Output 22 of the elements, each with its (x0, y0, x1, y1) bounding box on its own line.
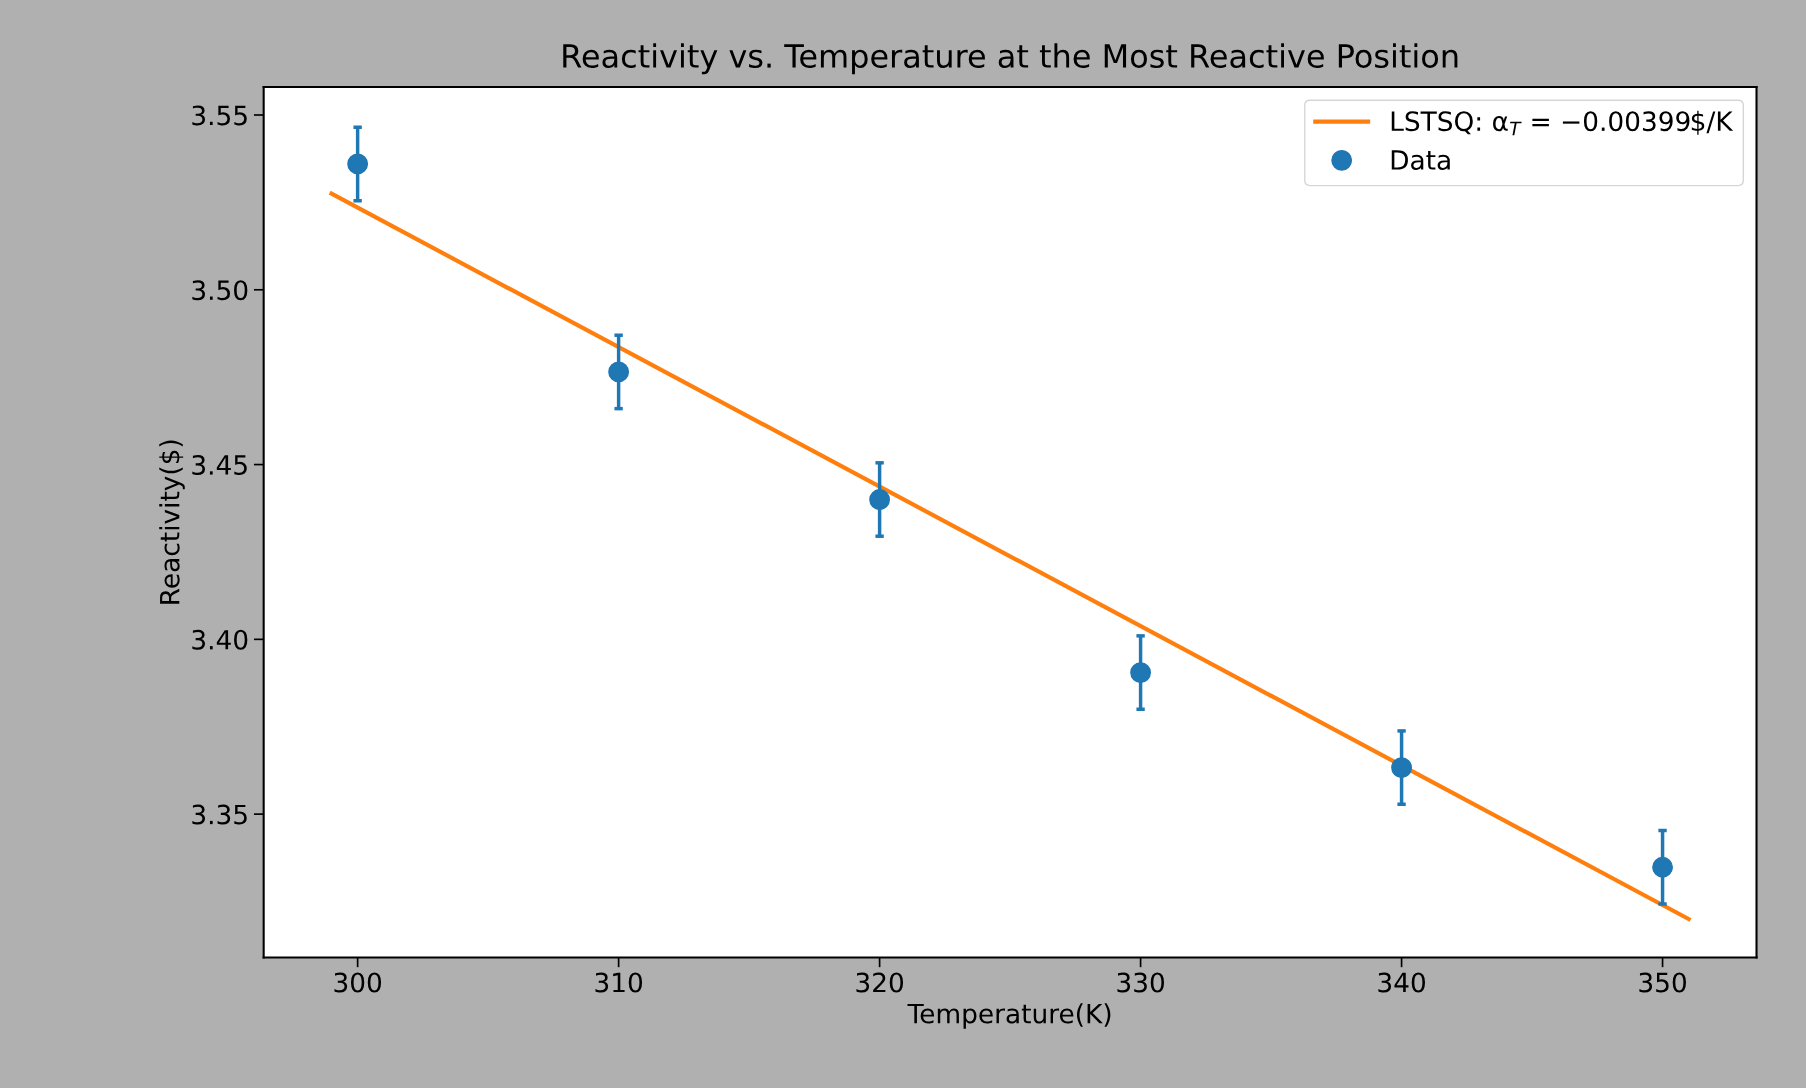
x-tick-label: 300 (334, 972, 382, 993)
legend-label: Data (1391, 150, 1450, 170)
x-tick-label: 310 (595, 972, 643, 993)
point (347, 153, 369, 175)
y-tick-label: 3.35 (192, 804, 247, 825)
point (1130, 662, 1152, 683)
x-tick-label: 330 (1117, 972, 1165, 993)
point (608, 361, 630, 383)
point (869, 489, 891, 510)
x-tick-label: 350 (1639, 972, 1686, 993)
y-tick-label: 3.40 (192, 629, 248, 650)
y-tick-label: 3.50 (192, 280, 248, 301)
legend-label: LSTSQ: α$_{T}$ = −0.00399$/K (1391, 110, 1734, 136)
y-tick-label: 3.45 (192, 455, 247, 475)
x-tick-label: 340 (1378, 972, 1426, 993)
y-axis-title: Reactivity($) (159, 440, 185, 604)
point (1391, 757, 1412, 779)
chart-title: Reactivity vs. Temperature at the Most Reactive Position (563, 43, 1458, 75)
point (1652, 856, 1673, 878)
x-tick-label: 320 (856, 972, 904, 993)
y-tick-label: 3.55 (192, 105, 247, 126)
x-axis-title: Temperature(K) (907, 1003, 1111, 1029)
